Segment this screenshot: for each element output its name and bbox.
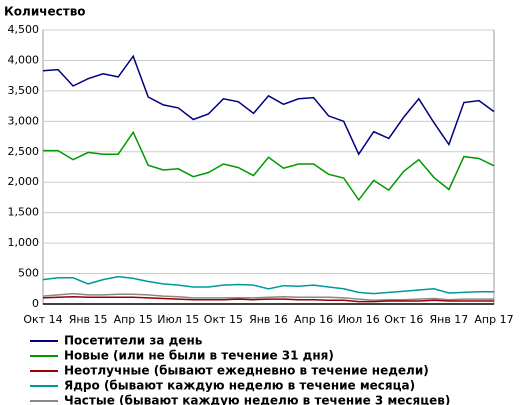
y-tick-label: 3,000 (8, 114, 40, 127)
legend-label: Неотлучные (бывают ежедневно в течение н… (64, 364, 429, 378)
y-tick-label: 4,000 (8, 53, 40, 66)
y-tick-label: 2,000 (8, 175, 40, 188)
x-tick-label: Окт 15 (204, 313, 243, 326)
x-tick-label: Окт 16 (384, 313, 423, 326)
legend-label: Ядро (бывают каждую неделю в течение мес… (64, 379, 415, 393)
plot-area (42, 29, 495, 305)
y-axis-title: Количество (4, 5, 86, 19)
y-tick-label: 4,500 (8, 23, 40, 36)
x-tick-label: Янв 15 (69, 313, 108, 326)
x-tick-label: Апр 16 (294, 313, 333, 326)
series-line (42, 292, 494, 302)
y-tick-label: 0 (32, 297, 39, 310)
x-tick-label: Янв 16 (249, 313, 288, 326)
x-tick-label: Окт 14 (23, 313, 62, 326)
x-tick-label: Июл 15 (157, 313, 199, 326)
y-tick-label: 1,500 (8, 206, 40, 219)
series-line (42, 275, 494, 295)
series-line (43, 130, 495, 202)
y-tick-label: 2,500 (8, 145, 40, 158)
x-tick-label: Апр 15 (114, 313, 153, 326)
y-tick-label: 1,000 (8, 236, 40, 249)
legend-label: Новые (или не были в течение 31 дня) (64, 349, 334, 363)
y-tick-label: 3,500 (8, 84, 40, 97)
x-tick-label: Янв 17 (429, 313, 468, 326)
y-tick-label: 500 (18, 267, 39, 280)
x-tick-label: Апр 17 (474, 313, 513, 326)
legend-label: Посетители за день (64, 334, 203, 348)
legend-label: Частые (бывают каждую неделю в течение 3… (64, 394, 450, 405)
x-tick-label: Июл 16 (338, 313, 380, 326)
series-line (42, 295, 494, 303)
series-line (42, 54, 495, 156)
